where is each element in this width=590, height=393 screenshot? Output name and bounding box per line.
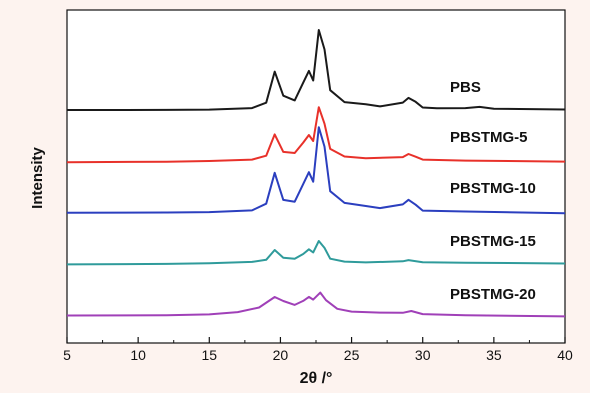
x-tick-label: 15 (201, 347, 217, 363)
x-tick-label: 5 (63, 347, 71, 363)
y-axis-label: Intensity (29, 147, 46, 209)
series-line-pbstmg-10 (66, 126, 566, 215)
x-tick-label: 30 (415, 347, 431, 363)
series-line-pbstmg-20 (66, 291, 566, 318)
series-line-pbs (66, 29, 566, 111)
series-label-pbs: PBS (450, 79, 481, 96)
series-line-pbstmg-5 (66, 106, 566, 164)
x-tick-label: 10 (130, 347, 146, 363)
series-label-pbstmg-20: PBSTMG-20 (450, 286, 536, 303)
x-tick-label: 35 (486, 347, 502, 363)
x-tick-label: 25 (344, 347, 360, 363)
plot-frame (66, 9, 566, 344)
x-tick-label: 40 (557, 347, 573, 363)
series-label-group: PBS PBSTMG-5 PBSTMG-10 PBSTMG-15 PBSTMG-20 (450, 79, 536, 303)
x-axis-label: 2θ /° (300, 370, 333, 387)
series-label-pbstmg-5: PBSTMG-5 (450, 129, 528, 146)
series-line-pbstmg-15 (66, 240, 566, 266)
x-tick-group: 5 10 15 20 25 30 35 40 (63, 337, 573, 363)
x-tick-label: 20 (273, 347, 289, 363)
series-group (66, 29, 566, 318)
series-label-pbstmg-10: PBSTMG-10 (450, 180, 536, 197)
series-label-pbstmg-15: PBSTMG-15 (450, 233, 536, 250)
